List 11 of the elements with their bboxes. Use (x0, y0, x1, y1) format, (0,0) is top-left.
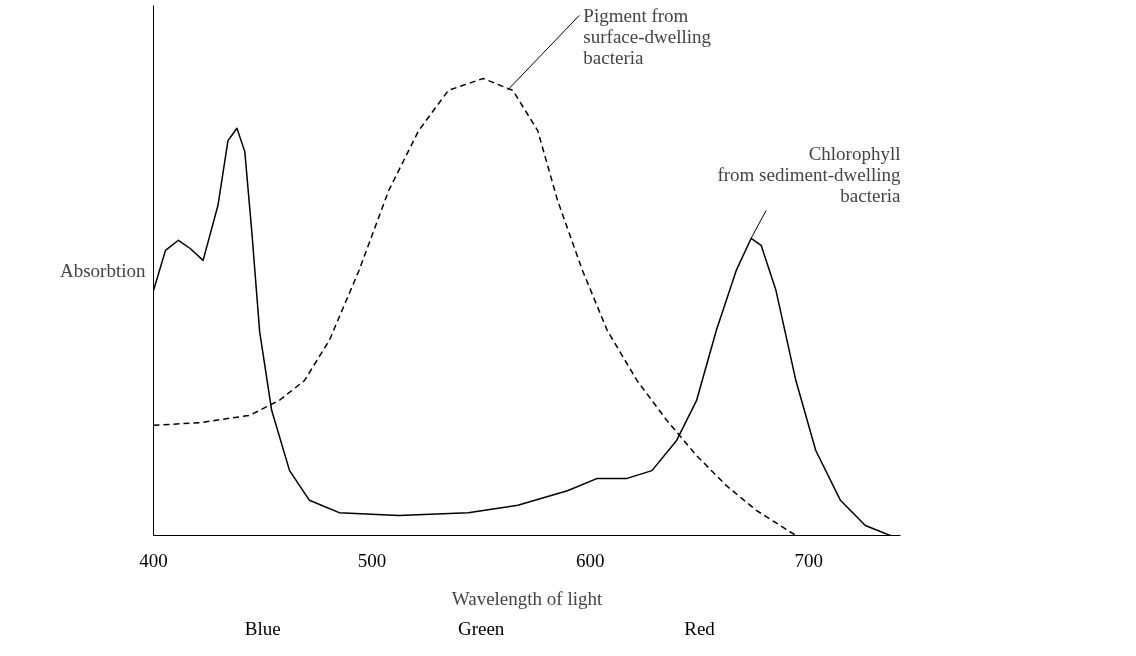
x-tick-label: 600 (576, 549, 605, 571)
text: Green (457, 617, 505, 639)
annotation: Chlorophyll from sediment-dwelling bacteria (717, 143, 902, 207)
text: Red (684, 617, 716, 639)
y-axis-title: Absorbtion (60, 260, 146, 281)
x-tick-label: 500 (357, 549, 387, 571)
x-axis-title: Wavelength of light (451, 587, 603, 609)
x-tick-label: 400 (139, 549, 168, 571)
annotation: Pigment from surface-dwelling bacteria (583, 5, 712, 69)
text: Blue (244, 617, 281, 639)
x-tick-label: 700 (794, 549, 824, 571)
